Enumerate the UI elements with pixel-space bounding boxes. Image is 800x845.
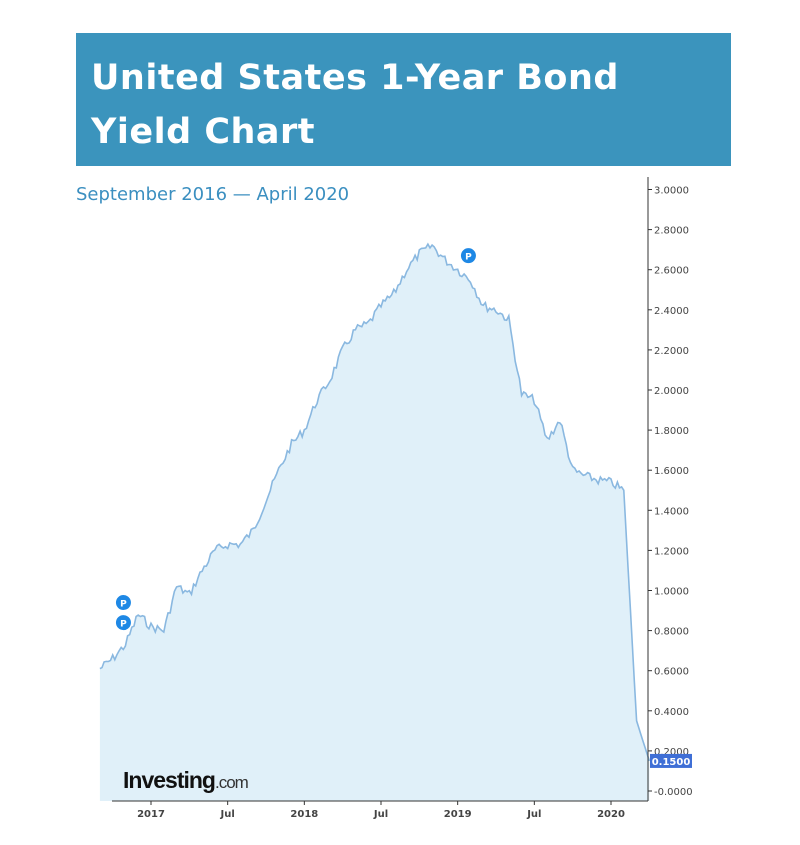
- investing-logo: Investing.com: [123, 767, 250, 793]
- axes: 3.0000 2.8000 2.6000 2.4000 2.2000 2.0000 1.80…: [112, 177, 693, 820]
- x-tick-label: 2020: [597, 809, 625, 820]
- logo-brand: Investing: [123, 767, 215, 793]
- y-tick-label: 1.6000: [654, 466, 689, 477]
- x-tick-label: 2019: [444, 809, 472, 820]
- x-tick-label: 2018: [290, 809, 318, 820]
- y-tick-label: 2.6000: [654, 266, 689, 277]
- y-tick-label: 2.0000: [654, 386, 689, 397]
- svg-text:Investing.com: Investing.com: [123, 767, 249, 793]
- event-marker-dot: [114, 614, 132, 632]
- y-tick-label: 3.0000: [654, 186, 689, 197]
- chart-title: United States 1-Year Bond Yield Chart: [91, 58, 619, 152]
- event-marker-label: P: [465, 253, 472, 263]
- event-marker[interactable]: P: [459, 247, 477, 265]
- y-tick-label: 2.2000: [654, 346, 689, 357]
- y-tick-label: -0.0000: [654, 787, 693, 798]
- y-tick-label: 1.8000: [654, 426, 689, 437]
- event-marker[interactable]: P: [114, 614, 132, 632]
- y-tick-label: 2.8000: [654, 226, 689, 237]
- current-value-label: 0.1500: [652, 757, 691, 768]
- y-tick-label: 0.8000: [654, 627, 689, 638]
- event-marker-label: P: [120, 600, 127, 610]
- y-tick-label: 1.0000: [654, 587, 689, 598]
- event-marker-dot: [459, 247, 477, 265]
- event-markers: PPP: [114, 247, 477, 632]
- x-tick-label: 2017: [137, 809, 165, 820]
- current-value-badge: [650, 753, 692, 768]
- event-marker-label: P: [120, 620, 127, 630]
- y-tick-label: 1.4000: [654, 506, 689, 517]
- y-tick-label: 0.2000: [654, 747, 689, 758]
- logo-suffix: .com: [215, 773, 249, 792]
- series-line: [99, 242, 651, 762]
- y-tick-label: 1.2000: [654, 546, 689, 557]
- event-marker-dot: [114, 594, 132, 612]
- y-tick-label: 0.4000: [654, 707, 689, 718]
- y-tick-label: 0.6000: [654, 667, 689, 678]
- date-range-subtitle: September 2016 — April 2020: [76, 184, 350, 205]
- title-banner: United States 1-Year Bond Yield Chart: [76, 33, 731, 166]
- x-tick-label: Jul: [373, 809, 388, 820]
- x-tick-label: Jul: [526, 809, 541, 820]
- x-tick-label: Jul: [220, 809, 235, 820]
- series-area: [99, 244, 650, 802]
- y-tick-label: 2.4000: [654, 306, 689, 317]
- plot-area: [99, 242, 651, 802]
- event-marker[interactable]: P: [114, 594, 132, 612]
